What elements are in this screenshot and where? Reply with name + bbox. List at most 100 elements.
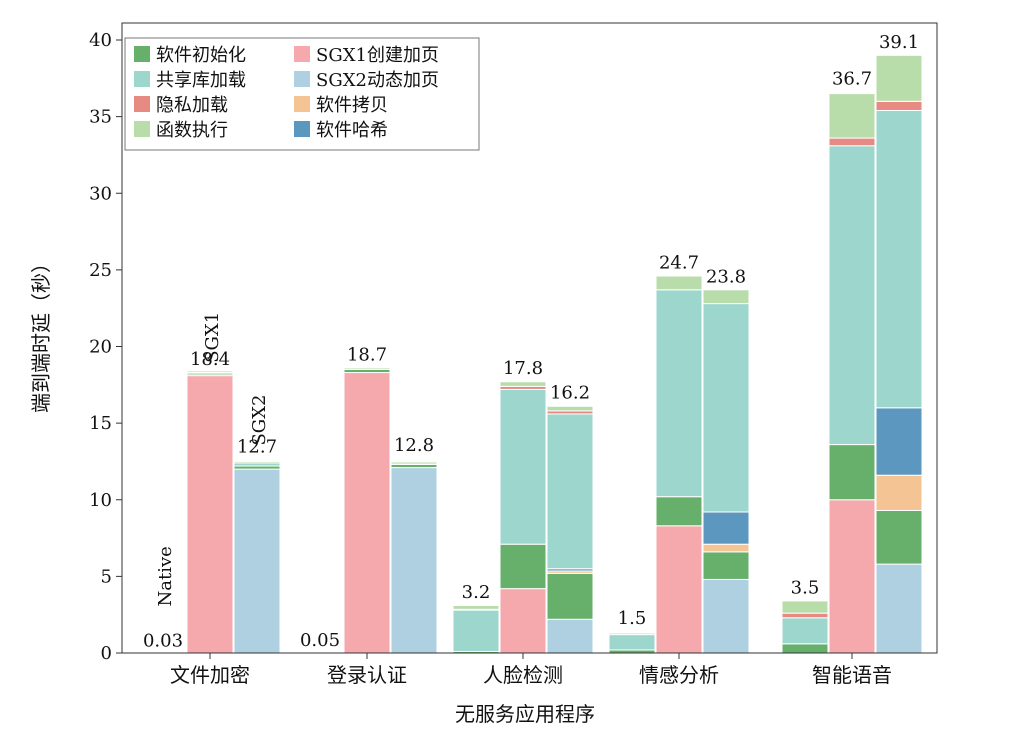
axes: 0 5 10 15 20 25 30 35 40 文件加密 登录认证 人脸检测 情感分析 智能语音 bbox=[89, 22, 938, 687]
legend-label: 函数执行 bbox=[156, 120, 228, 141]
y-tick-label: 5 bbox=[101, 566, 112, 587]
bar-segment bbox=[875, 474, 923, 511]
bar-segment bbox=[828, 93, 876, 139]
bar-segment bbox=[546, 572, 594, 620]
bar-segment bbox=[499, 543, 547, 590]
bar-segment bbox=[702, 511, 750, 545]
bar-segment bbox=[608, 634, 656, 651]
y-tick-label: 15 bbox=[89, 413, 112, 434]
bar-total-label: 18.7 bbox=[347, 344, 387, 365]
bar-segment bbox=[655, 289, 703, 498]
plot-frame bbox=[121, 22, 938, 654]
legend-swatch bbox=[294, 121, 310, 137]
legend-label: 软件哈希 bbox=[316, 120, 388, 141]
bar-total-label: 3.2 bbox=[462, 582, 491, 603]
x-tick-label: 人脸检测 bbox=[483, 663, 563, 687]
bar-segment bbox=[546, 413, 594, 570]
legend-swatch bbox=[134, 46, 150, 62]
y-tick-label: 20 bbox=[89, 337, 112, 358]
bar-segment bbox=[702, 289, 750, 305]
bar-segment bbox=[875, 407, 923, 476]
bar-total-label: 18.4 bbox=[190, 349, 230, 370]
bar-segment bbox=[343, 372, 391, 654]
bar-segment bbox=[546, 405, 594, 412]
bar-total-label: 17.8 bbox=[503, 358, 543, 379]
bar-segment bbox=[702, 303, 750, 513]
bar-segment bbox=[781, 600, 829, 614]
bar-segment bbox=[828, 499, 876, 654]
legend-swatch bbox=[294, 71, 310, 87]
legend-label: 隐私加载 bbox=[156, 95, 228, 116]
legend-label: SGX1创建加页 bbox=[316, 45, 439, 66]
bar-segment bbox=[702, 551, 750, 580]
bar-type-annotation: SGX1 bbox=[202, 312, 223, 363]
legend-swatch bbox=[134, 121, 150, 137]
x-tick-label: 登录认证 bbox=[327, 663, 407, 687]
bar-segment bbox=[608, 632, 656, 636]
bar-segment bbox=[828, 137, 876, 147]
bar-segment bbox=[875, 563, 923, 654]
bar-segment bbox=[655, 275, 703, 291]
plot-area: 0.03 18.4 12.7 0.05 18.7 12.8 3.2 17.8 16.2 1.5 24… bbox=[139, 32, 923, 654]
bar-type-annotation: SGX2 bbox=[249, 395, 270, 446]
bar-segment bbox=[875, 54, 923, 102]
bar-total-label: 0.05 bbox=[300, 630, 340, 651]
bar-total-label: 3.5 bbox=[791, 577, 820, 598]
bar-segment bbox=[875, 509, 923, 565]
bar-segment bbox=[499, 381, 547, 387]
bar-total-label: 39.1 bbox=[879, 32, 919, 53]
bar-type-annotation: Native bbox=[155, 546, 176, 606]
legend-swatch bbox=[134, 71, 150, 87]
bar-segment bbox=[499, 588, 547, 654]
bar-segment bbox=[390, 467, 438, 654]
y-tick-label: 40 bbox=[89, 30, 112, 51]
bar-segment bbox=[875, 100, 923, 111]
x-tick-label: 文件加密 bbox=[170, 663, 250, 687]
bar-segment bbox=[702, 578, 750, 654]
legend-label: 共享库加载 bbox=[156, 70, 246, 91]
bar-segment bbox=[343, 367, 391, 370]
y-tick-label: 30 bbox=[89, 183, 112, 204]
y-tick-label: 0 bbox=[101, 643, 112, 664]
bar-total-label: 23.8 bbox=[706, 266, 746, 287]
bar-segment bbox=[233, 468, 281, 654]
bar-segment bbox=[781, 643, 829, 654]
y-tick-label: 10 bbox=[89, 490, 112, 511]
bar-total-label: 16.2 bbox=[550, 383, 590, 404]
bar-segment bbox=[875, 109, 923, 409]
legend-swatch bbox=[134, 96, 150, 112]
bar-total-label: 12.8 bbox=[394, 435, 434, 456]
bar-segment bbox=[781, 617, 829, 645]
legend-label: 软件拷贝 bbox=[316, 95, 388, 116]
legend-swatch bbox=[294, 96, 310, 112]
bar-segment bbox=[655, 525, 703, 654]
bar-segment bbox=[186, 370, 234, 374]
y-tick-label: 35 bbox=[89, 107, 112, 128]
y-axis-label: 端到端时延（秒） bbox=[29, 253, 53, 413]
bar-segment bbox=[452, 604, 500, 610]
y-tick-label: 25 bbox=[89, 260, 112, 281]
bar-segment bbox=[233, 460, 281, 464]
bar-segment bbox=[828, 145, 876, 446]
x-axis-label: 无服务应用程序 bbox=[455, 702, 595, 726]
x-tick-label: 智能语音 bbox=[812, 663, 892, 687]
bar-segment bbox=[702, 543, 750, 553]
bar-segment bbox=[655, 496, 703, 527]
bar-segment bbox=[499, 388, 547, 545]
bar-segment bbox=[546, 618, 594, 654]
x-tick-label: 情感分析 bbox=[639, 663, 719, 687]
bar-segment bbox=[186, 375, 234, 654]
bar-total-label: 0.03 bbox=[143, 631, 183, 652]
bar-segment bbox=[781, 612, 829, 619]
bar-total-label: 24.7 bbox=[659, 252, 699, 273]
bar-segment bbox=[452, 609, 500, 652]
legend-label: SGX2动态加页 bbox=[316, 70, 439, 91]
bar-total-label: 1.5 bbox=[618, 608, 647, 629]
legend-swatch bbox=[294, 46, 310, 62]
bar-segment bbox=[390, 460, 438, 464]
bar-total-label: 12.7 bbox=[237, 436, 277, 457]
legend-label: 软件初始化 bbox=[156, 45, 246, 66]
bar-segment bbox=[828, 444, 876, 501]
